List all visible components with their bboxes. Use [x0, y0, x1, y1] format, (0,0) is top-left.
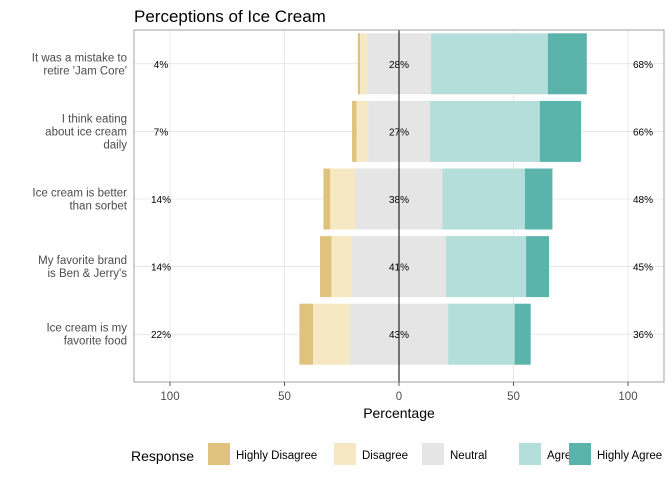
category-label: It was a mistake to retire 'Jam Core'	[32, 52, 127, 77]
bar-highly-agree	[548, 33, 587, 94]
bar-highly-agree	[526, 236, 549, 297]
high-percent-label: 68%	[633, 60, 653, 71]
bar-highly-agree	[540, 101, 581, 162]
plot-area: It was a mistake to retire 'Jam Core' 4% 28…	[32, 30, 664, 403]
bar-agree	[431, 33, 548, 94]
x-tick-label: 100	[618, 391, 637, 403]
bar-agree	[430, 101, 540, 162]
high-percent-label: 36%	[633, 330, 653, 341]
bar-disagree	[357, 101, 368, 162]
bar-disagree	[331, 236, 352, 297]
low-percent-label: 14%	[151, 263, 171, 274]
category-label: I think eating about ice cream daily	[45, 113, 127, 151]
chart-title: Perceptions of Ice Cream	[134, 7, 326, 26]
bar-agree	[446, 236, 526, 297]
bar-agree	[448, 304, 514, 365]
legend-label-highly-disagree: Highly Disagree	[236, 450, 317, 462]
bar-highly-disagree	[323, 169, 330, 230]
legend: Response Highly Disagree Disagree Neutral A…	[131, 443, 662, 465]
legend-label-highly-agree: Highly Agree	[597, 450, 662, 462]
legend-key-highly-disagree	[208, 443, 230, 465]
legend-key-highly-agree	[569, 443, 591, 465]
bar-disagree	[313, 304, 350, 365]
low-percent-label: 22%	[151, 330, 171, 341]
x-axis-title: Percentage	[363, 405, 435, 421]
bar-highly-disagree	[358, 33, 360, 94]
x-tick-label: 0	[396, 391, 402, 403]
category-label: My favorite brand is Ben & Jerry's	[38, 255, 127, 280]
bar-highly-disagree	[299, 304, 313, 365]
high-percent-label: 48%	[633, 195, 653, 206]
x-tick-label: 50	[278, 391, 291, 403]
x-tick-label: 50	[507, 391, 520, 403]
legend-label-disagree: Disagree	[362, 450, 408, 462]
legend-key-disagree	[334, 443, 356, 465]
bar-disagree	[360, 33, 367, 94]
low-percent-label: 4%	[154, 60, 169, 71]
category-label: Ice cream is better than sorbet	[32, 188, 127, 213]
bar-highly-disagree	[352, 101, 357, 162]
bar-disagree	[330, 169, 355, 230]
category-label: Ice cream is my favorite food	[46, 323, 127, 348]
legend-title: Response	[131, 448, 194, 464]
bar-highly-agree	[515, 304, 531, 365]
legend-key-agree	[519, 443, 541, 465]
high-percent-label: 66%	[633, 127, 653, 138]
legend-label-neutral: Neutral	[450, 450, 487, 462]
bar-highly-disagree	[320, 236, 331, 297]
legend-key-neutral	[422, 443, 444, 465]
low-percent-label: 14%	[151, 195, 171, 206]
bar-highly-agree	[525, 169, 552, 230]
low-percent-label: 7%	[154, 127, 169, 138]
x-tick-label: 100	[160, 391, 179, 403]
high-percent-label: 45%	[633, 263, 653, 274]
bar-agree	[443, 169, 525, 230]
